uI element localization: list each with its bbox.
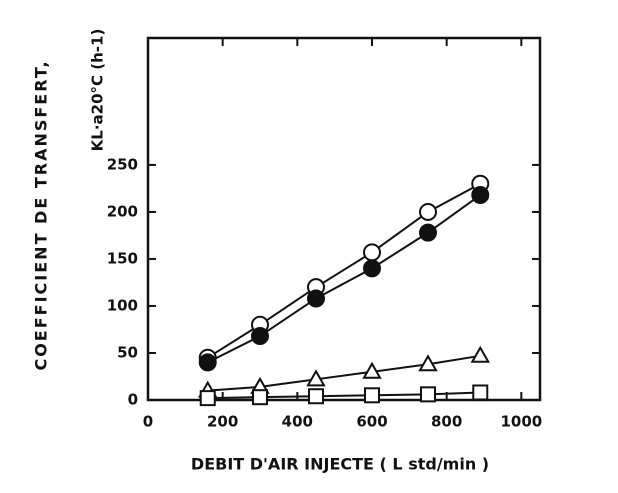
x-tick-label: 400 (282, 413, 313, 431)
point (420, 386, 436, 403)
x-tick-label: 1000 (500, 413, 542, 431)
point (419, 202, 437, 221)
series-line (207, 391, 481, 400)
point (198, 353, 217, 372)
x-tick-label: 600 (356, 413, 387, 431)
point (251, 327, 269, 346)
series-line (207, 194, 481, 364)
point (471, 186, 490, 205)
plot-frame (146, 36, 542, 402)
y-tick-label: 0 (128, 391, 138, 409)
point (472, 384, 489, 401)
y-axis-label: COEFFICIENT DE TRANSFERT, (32, 59, 51, 370)
x-tick-label: 800 (431, 413, 462, 431)
point (418, 354, 438, 372)
point (419, 223, 437, 242)
series-line (207, 182, 481, 359)
x-tick-label: 200 (207, 413, 238, 431)
y-tick-label: 100 (107, 296, 138, 314)
point (470, 345, 490, 363)
point (306, 369, 326, 387)
point (252, 389, 268, 406)
x-axis-label: DEBIT D'AIR INJECTE ( L std/min ) (191, 455, 489, 474)
y-tick-label: 150 (107, 249, 138, 267)
y-axis-label-unit: KL·a20°C (h-1) (89, 29, 107, 152)
point (362, 361, 382, 379)
series-line (207, 354, 481, 392)
point (364, 387, 380, 404)
y-tick-label: 200 (107, 202, 138, 220)
y-tick-label: 50 (117, 343, 138, 361)
x-tick-label: 0 (143, 413, 153, 431)
point (363, 259, 381, 278)
point (199, 390, 216, 407)
point (308, 388, 324, 405)
point (307, 289, 325, 308)
point (363, 243, 381, 262)
y-tick-label: 250 (107, 155, 138, 173)
